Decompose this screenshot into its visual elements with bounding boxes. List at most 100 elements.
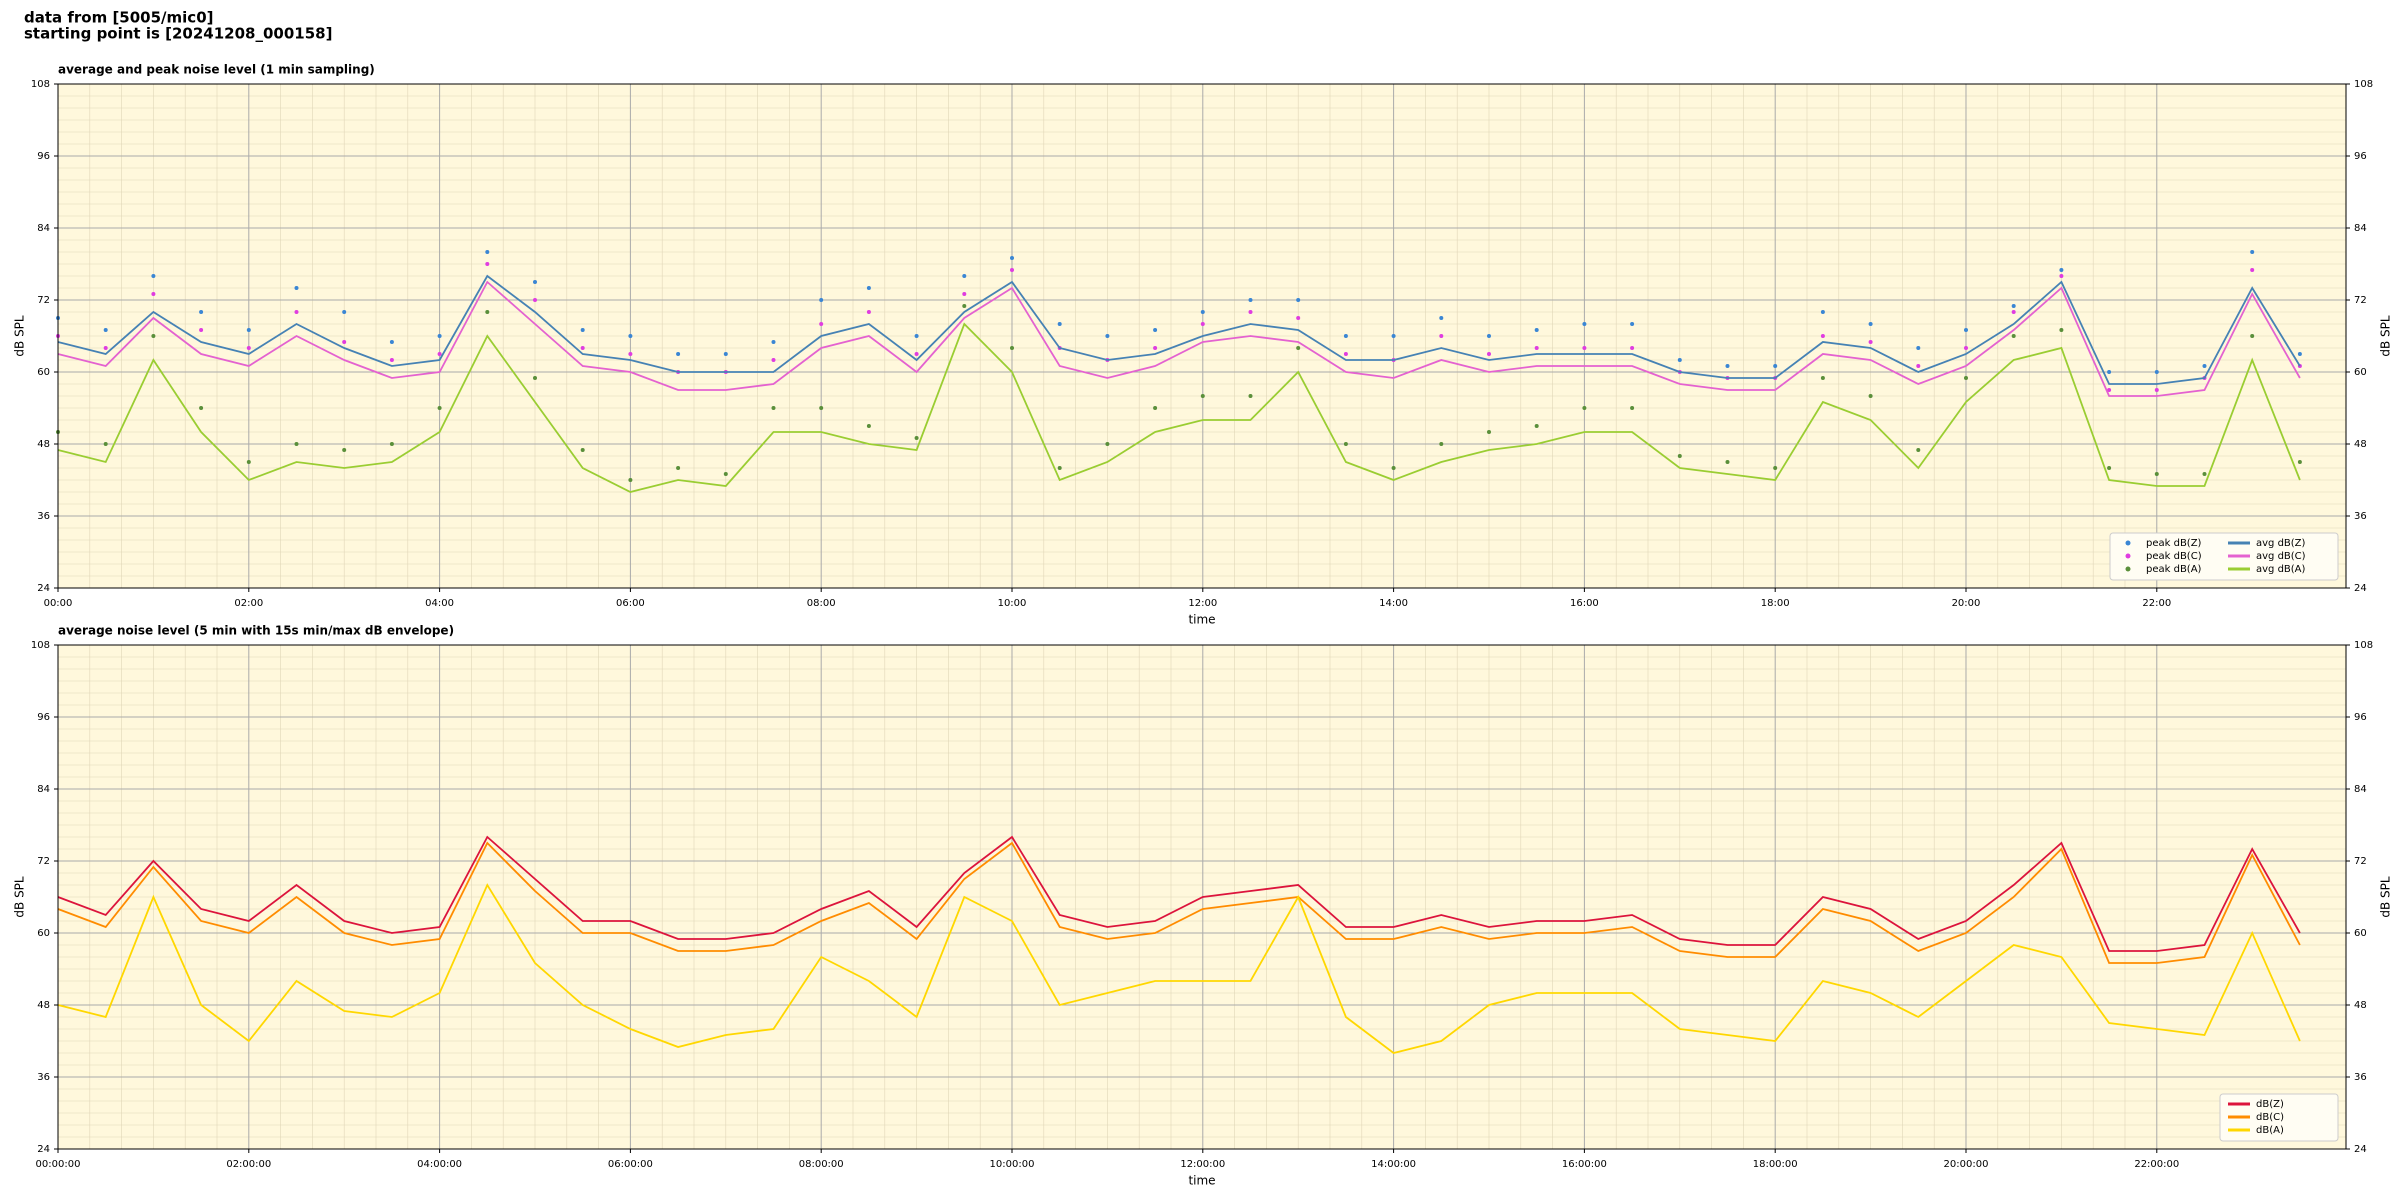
y-tick-label-right: 48 xyxy=(2354,439,2367,450)
peak-dot xyxy=(1439,316,1444,320)
peak-dot xyxy=(580,346,585,350)
peak-dot xyxy=(485,250,490,254)
x-tick-label: 06:00:00 xyxy=(608,1159,653,1170)
peak-dot xyxy=(676,352,681,356)
peak-dot xyxy=(342,448,347,452)
peak-dot xyxy=(485,262,490,266)
legend-label: dB(C) xyxy=(2256,1112,2284,1123)
legend-label: dB(A) xyxy=(2256,1125,2284,1136)
y-tick-label-right: 60 xyxy=(2354,928,2367,939)
x-tick-label: 08:00:00 xyxy=(799,1159,844,1170)
y-tick-label-right: 60 xyxy=(2354,367,2367,378)
y-tick-label-right: 24 xyxy=(2354,583,2367,594)
peak-dot xyxy=(866,424,871,428)
peak-dot xyxy=(2011,334,2016,338)
peak-dot xyxy=(2297,460,2302,464)
legend-box xyxy=(2109,532,2339,581)
y-tick-label: 72 xyxy=(37,856,50,867)
peak-dot xyxy=(1009,268,1014,272)
peak-dot xyxy=(246,460,251,464)
peak-dot xyxy=(1439,442,1444,446)
x-tick-label: 04:00:00 xyxy=(417,1159,462,1170)
x-tick-label: 10:00 xyxy=(998,598,1027,609)
peak-dot xyxy=(2297,352,2302,356)
y-tick-label: 108 xyxy=(31,79,50,90)
x-tick-label: 20:00:00 xyxy=(1944,1159,1989,1170)
x-tick-label: 00:00:00 xyxy=(36,1159,81,1170)
peak-dot xyxy=(1296,346,1301,350)
peak-dot xyxy=(1009,256,1014,260)
peak-dot xyxy=(628,478,633,482)
peak-dot xyxy=(1057,322,1062,326)
peak-dot xyxy=(962,292,967,296)
y-tick-label-right: 48 xyxy=(2354,1000,2367,1011)
peak-dot xyxy=(628,334,633,338)
x-tick-label: 10:00:00 xyxy=(990,1159,1035,1170)
peak-dot xyxy=(532,376,537,380)
peak-dot xyxy=(151,274,156,278)
peak-dot xyxy=(1248,310,1253,314)
y-tick-label: 60 xyxy=(37,928,50,939)
peak-dot xyxy=(1582,322,1587,326)
plot-title: average and peak noise level (1 min samp… xyxy=(58,63,375,77)
peak-dot xyxy=(151,334,156,338)
peak-dot xyxy=(1200,322,1205,326)
peak-dot xyxy=(199,310,204,314)
peak-dot xyxy=(389,442,394,446)
peak-dot xyxy=(1534,424,1539,428)
peak-dot xyxy=(819,406,824,410)
peak-dot xyxy=(914,334,919,338)
peak-dot xyxy=(1153,346,1158,350)
x-tick-label: 22:00 xyxy=(2142,598,2171,609)
peak-dot xyxy=(771,406,776,410)
peak-dot xyxy=(485,310,490,314)
peak-dot xyxy=(246,346,251,350)
series-line xyxy=(57,835,2301,952)
peak-dot xyxy=(1820,376,1825,380)
peak-dot xyxy=(1677,358,1682,362)
x-tick-label: 16:00:00 xyxy=(1562,1159,1607,1170)
peak-dot xyxy=(2107,370,2112,374)
peak-dot xyxy=(2011,310,2016,314)
x-tick-label: 04:00 xyxy=(425,598,454,609)
peak-dot xyxy=(1248,298,1253,302)
x-tick-label: 02:00 xyxy=(234,598,263,609)
x-tick-label: 20:00 xyxy=(1952,598,1981,609)
peak-dot xyxy=(2011,304,2016,308)
y-tick-label-right: 84 xyxy=(2354,223,2367,234)
y-tick-label: 36 xyxy=(37,511,50,522)
peak-dot xyxy=(866,310,871,314)
peak-dot xyxy=(1868,394,1873,398)
y-tick-label-right: 84 xyxy=(2354,784,2367,795)
plot-frame xyxy=(57,83,2347,589)
peak-dot xyxy=(962,274,967,278)
legend-swatch xyxy=(2125,540,2131,546)
peak-dot xyxy=(1868,322,1873,326)
peak-dot xyxy=(723,472,728,476)
peak-dot xyxy=(1343,442,1348,446)
peak-dot xyxy=(819,298,824,302)
peak-dot xyxy=(199,406,204,410)
peak-dot xyxy=(151,292,156,296)
peak-dot xyxy=(2250,250,2255,254)
plot: average and peak noise level (1 min samp… xyxy=(13,63,2393,627)
peak-dot xyxy=(1630,322,1635,326)
peak-dot xyxy=(1773,364,1778,368)
peak-dot xyxy=(1725,364,1730,368)
y-tick-label-right: 36 xyxy=(2354,1072,2367,1083)
x-tick-label: 18:00 xyxy=(1761,598,1790,609)
peak-dot xyxy=(2202,472,2207,476)
y-axis-label: dB SPL xyxy=(13,315,27,357)
peak-dot xyxy=(2202,364,2207,368)
peak-dot xyxy=(1963,328,1968,332)
peak-dot xyxy=(1582,346,1587,350)
peak-dot xyxy=(866,286,871,290)
y-tick-label: 72 xyxy=(37,295,50,306)
series-line xyxy=(57,274,2301,385)
peak-dot xyxy=(1057,466,1062,470)
plot-frame xyxy=(57,644,2347,1150)
peak-dot xyxy=(2059,268,2064,272)
y-tick-label-right: 24 xyxy=(2354,1144,2367,1155)
y-tick-label-right: 108 xyxy=(2354,640,2373,651)
peak-dot xyxy=(294,286,299,290)
